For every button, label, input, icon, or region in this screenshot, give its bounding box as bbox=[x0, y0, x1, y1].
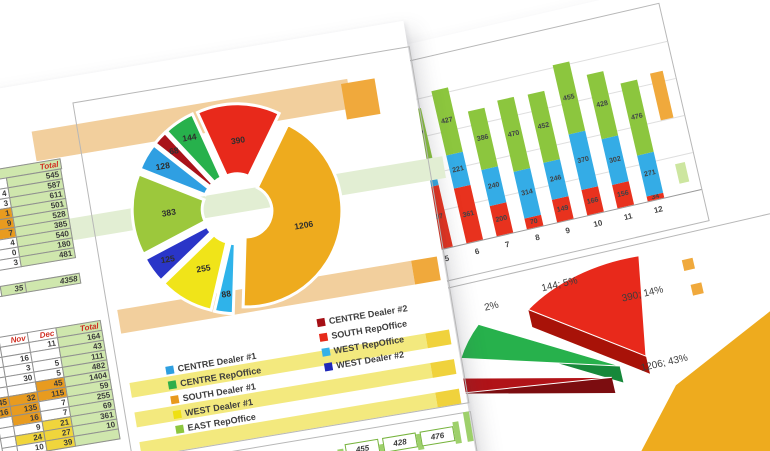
bar-segment-green: 452 bbox=[527, 90, 560, 163]
pie3d-slice-side bbox=[528, 309, 651, 374]
legend-color-swatch bbox=[316, 317, 326, 327]
sparkline-value-cell: 455 bbox=[344, 438, 381, 451]
legend-color-swatch bbox=[323, 361, 334, 371]
grand-total-cells: 56354358 bbox=[0, 272, 82, 301]
x-axis-tick-label: 11 bbox=[622, 211, 634, 223]
bar-segment-blue: 370 bbox=[568, 130, 599, 191]
pie-3d-chart-box: 2% 144; 5% 390; 14% 1206; 43% bbox=[418, 197, 770, 451]
bar-segment-green: 476 bbox=[620, 79, 654, 156]
bar-segment-value: 200 bbox=[494, 214, 508, 224]
bar-segment-value: 370 bbox=[576, 155, 590, 166]
x-axis-tick-label: 9 bbox=[564, 225, 571, 236]
pie-slice bbox=[241, 122, 344, 309]
pie-slice-value: 144 bbox=[182, 131, 198, 143]
pie-slice-value: 390 bbox=[230, 134, 246, 146]
pie-slice bbox=[138, 142, 212, 197]
bar-segment-value: 427 bbox=[440, 116, 454, 126]
legend-column-left: CENTRE Dealer #1 CENTRE RepOffice SOUTH De… bbox=[165, 347, 270, 436]
bar-segment-value: 452 bbox=[537, 121, 551, 132]
legend-color-swatch bbox=[172, 409, 182, 419]
pie-3d-chart: 2%144; 5% 390; 14%1206; 43% bbox=[448, 255, 770, 451]
bar-segment-blue: 302 bbox=[601, 135, 629, 185]
bar-segment-red: 200 bbox=[489, 202, 514, 237]
bar-segment-green: 455 bbox=[552, 61, 586, 135]
x-axis-tick-label: 7 bbox=[504, 239, 511, 250]
left-report-page: Total 545 4 587 3 611 1 501 9 528 7 385 4 540 0 180 3 481… bbox=[0, 20, 500, 451]
pie-slice-value: 128 bbox=[155, 160, 171, 172]
pie3d-slice bbox=[614, 290, 770, 451]
bar-segment-value: 361 bbox=[461, 209, 475, 219]
x-axis-tick-label: 6 bbox=[473, 246, 481, 257]
bar-segment-green: 470 bbox=[497, 96, 531, 172]
bar-segment-value: 314 bbox=[520, 188, 534, 198]
bar-segment-red: 361 bbox=[453, 184, 484, 244]
sparkline-value-cell: 428 bbox=[381, 432, 419, 451]
bar-segment-value: 221 bbox=[451, 165, 465, 175]
pie-slice bbox=[212, 241, 237, 316]
bar-segment-value: 386 bbox=[476, 134, 490, 144]
bar-segment-value: 455 bbox=[562, 93, 576, 103]
bar-segment-value: 70 bbox=[529, 217, 539, 227]
partial-green-bar bbox=[675, 162, 690, 184]
pie-slice bbox=[195, 102, 282, 179]
pie-slice-value: 383 bbox=[161, 206, 177, 218]
sparkline-value-cell: 476 bbox=[419, 426, 456, 447]
bar-segment-value: 156 bbox=[616, 189, 630, 200]
totals-table: Total 545 4 587 3 611 1 501 9 528 7 385 4 540 0 180 3 481 bbox=[0, 158, 77, 272]
pie-slice-value: 88 bbox=[221, 288, 232, 299]
bar-segment-value: 302 bbox=[608, 155, 622, 165]
legend-color-swatch bbox=[165, 365, 175, 375]
legend-color-swatch bbox=[170, 394, 180, 404]
legend-color-swatch bbox=[321, 346, 331, 357]
pie3d-slice bbox=[460, 323, 620, 367]
grand-total-row: 56354358 bbox=[0, 272, 82, 301]
bar-segment-value: 476 bbox=[630, 112, 644, 123]
bar-segment-green: 427 bbox=[431, 87, 463, 156]
pie-slice bbox=[143, 224, 214, 283]
nov-dec-total-table: Nov Dec Total 11 164 16 43 3 5 111 30 5 482 45 1404 45 3… bbox=[0, 319, 121, 451]
x-axis-tick-label: 8 bbox=[534, 232, 541, 243]
legend-color-swatch bbox=[318, 332, 329, 342]
bar-segment-green: 386 bbox=[467, 107, 498, 170]
legend-color-swatch bbox=[167, 379, 177, 390]
bar-segment-blue: 271 bbox=[637, 151, 664, 197]
pie3d-slice bbox=[527, 255, 647, 357]
pie-slice-value: 125 bbox=[160, 253, 176, 265]
pie-slice-value: 1206 bbox=[294, 219, 315, 232]
bar-segment-blue: 221 bbox=[446, 151, 471, 189]
pie-slice bbox=[130, 172, 208, 257]
pie-slice-value: 255 bbox=[196, 262, 212, 274]
bar-segment-red: 156 bbox=[612, 181, 635, 209]
bar-segment-value: 246 bbox=[549, 174, 563, 185]
bar-segment-value: 428 bbox=[595, 100, 609, 110]
x-axis-tick-label: 10 bbox=[592, 218, 604, 230]
bar-segment-red: 149 bbox=[551, 196, 574, 223]
pie3d-label: 2% bbox=[483, 300, 500, 314]
x-axis-tick-label: 12 bbox=[652, 204, 664, 216]
bar-segment-red: 166 bbox=[581, 186, 604, 216]
bar-segment-value: 240 bbox=[487, 181, 501, 191]
pie-slice bbox=[152, 130, 215, 189]
bar-segment-blue: 246 bbox=[543, 158, 569, 200]
pie-slice-value: 68 bbox=[168, 145, 179, 156]
pie-slice bbox=[164, 111, 224, 185]
pie-slice bbox=[161, 232, 229, 312]
bar-segment-value: 470 bbox=[507, 129, 521, 139]
total-cell: 35 bbox=[0, 281, 28, 297]
bar-segment-blue: 314 bbox=[513, 167, 541, 219]
bar-segment-value: 149 bbox=[556, 204, 570, 214]
right-report-page: 4071833275361221427620024038677031447081… bbox=[340, 0, 770, 451]
grand-total-cell: 4358 bbox=[24, 272, 82, 293]
pie3d-label: 1206; 43% bbox=[640, 353, 689, 374]
bar-segment-green: 428 bbox=[586, 70, 619, 140]
bar-segment-value: 271 bbox=[643, 169, 657, 179]
bar-segment-value: 166 bbox=[586, 196, 600, 206]
legend-color-swatch bbox=[175, 424, 185, 434]
